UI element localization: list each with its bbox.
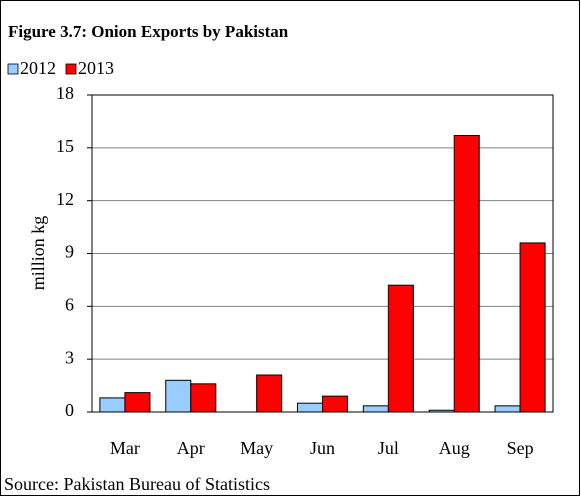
legend-swatch <box>65 63 77 75</box>
bar <box>190 383 217 413</box>
chart-title: Figure 3.7: Onion Exports by Pakistan <box>8 22 289 41</box>
bar <box>494 405 521 413</box>
legend-label: 2013 <box>78 58 114 78</box>
y-tick-label: 18 <box>56 83 74 103</box>
y-axis-label: million kg <box>28 216 48 291</box>
bar <box>322 395 349 413</box>
x-tick-label: Jun <box>310 438 335 458</box>
plot-area <box>91 94 554 413</box>
x-tick-label: Apr <box>177 438 205 458</box>
x-tick-label: Aug <box>439 438 470 458</box>
bar <box>296 402 323 413</box>
legend-swatch <box>7 63 19 75</box>
y-tick-label: 15 <box>56 136 74 156</box>
bar <box>519 242 546 413</box>
y-tick-label: 12 <box>56 189 74 209</box>
bar <box>387 284 414 413</box>
source: Source: Pakistan Bureau of Statistics <box>4 474 270 494</box>
bar <box>362 405 389 413</box>
bar <box>453 135 480 413</box>
x-tick-label: May <box>240 438 273 458</box>
y-tick-label: 6 <box>65 294 74 314</box>
x-tick-label: Mar <box>110 438 140 458</box>
legend-label: 2012 <box>20 58 56 78</box>
bar <box>165 379 192 413</box>
x-tick-label: Jul <box>378 438 399 458</box>
x-tick-label: Sep <box>507 438 534 458</box>
y-tick-label: 0 <box>65 400 74 420</box>
bar <box>99 397 126 413</box>
bar <box>256 374 283 413</box>
y-tick-label: 3 <box>65 347 74 367</box>
y-tick-label: 9 <box>65 242 74 262</box>
bar <box>124 392 151 413</box>
